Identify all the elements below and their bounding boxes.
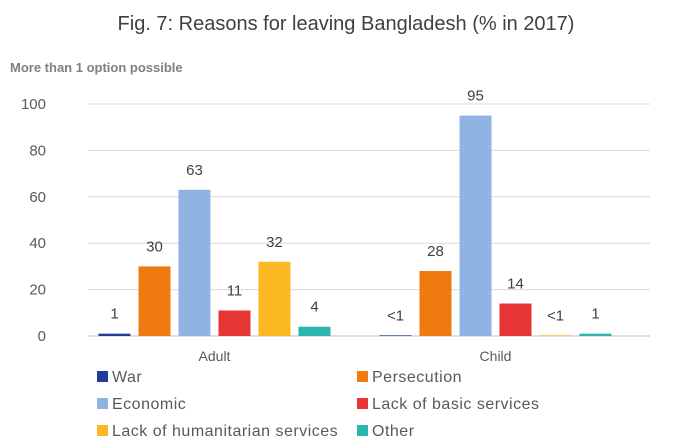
x-axis: Adult Child <box>199 348 512 364</box>
bar <box>579 333 612 336</box>
data-label: 11 <box>227 282 243 299</box>
data-label: <1 <box>547 307 564 324</box>
gridlines <box>88 103 650 337</box>
bar <box>539 335 572 336</box>
bar <box>218 310 251 336</box>
bars <box>98 115 612 336</box>
bar <box>138 266 171 336</box>
y-axis: 0 20 40 60 80 100 <box>21 96 46 345</box>
data-label: 14 <box>507 276 524 293</box>
chart-subtitle: More than 1 option possible <box>10 60 183 75</box>
bar <box>98 333 131 336</box>
data-label: 95 <box>467 88 484 105</box>
bar <box>258 261 291 336</box>
legend-label: Other <box>372 423 415 440</box>
legend-swatch <box>97 371 108 382</box>
data-label: 4 <box>310 299 318 316</box>
y-tick-label: 60 <box>29 189 46 206</box>
y-tick-label: 100 <box>21 96 46 113</box>
bar <box>419 271 452 336</box>
chart-title: Fig. 7: Reasons for leaving Bangladesh (… <box>118 13 575 35</box>
data-label: 28 <box>427 243 444 260</box>
legend-swatch <box>97 398 108 409</box>
bar <box>298 326 331 336</box>
legend-label: Lack of basic services <box>372 396 540 413</box>
bar <box>499 303 532 336</box>
y-tick-label: 0 <box>38 328 46 345</box>
data-label: 63 <box>186 162 203 179</box>
bar <box>178 189 211 336</box>
legend: War Persecution Economic Lack of basic serv… <box>97 369 540 440</box>
bar <box>459 115 492 336</box>
legend-label: Economic <box>112 396 186 413</box>
legend-swatch <box>357 398 368 409</box>
data-label: <1 <box>387 307 404 324</box>
bar <box>379 335 412 336</box>
y-tick-label: 20 <box>29 282 46 299</box>
data-label: 1 <box>591 306 599 323</box>
data-labels: 1 30 63 11 32 4 <1 28 95 14 <1 1 <box>110 88 599 325</box>
legend-label: War <box>112 369 142 386</box>
y-tick-label: 80 <box>29 142 46 159</box>
legend-label: Lack of humanitarian services <box>112 423 338 440</box>
data-label: 30 <box>146 238 163 255</box>
x-tick-label: Adult <box>199 348 231 364</box>
data-label: 32 <box>266 234 283 251</box>
x-tick-label: Child <box>480 348 512 364</box>
y-tick-label: 40 <box>29 235 46 252</box>
legend-swatch <box>357 371 368 382</box>
legend-label: Persecution <box>372 369 462 386</box>
data-label: 1 <box>110 306 118 323</box>
legend-swatch <box>357 425 368 436</box>
legend-swatch <box>97 425 108 436</box>
